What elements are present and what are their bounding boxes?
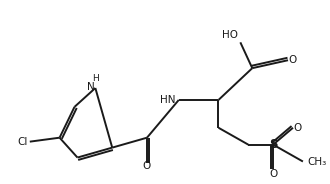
Text: S: S	[269, 138, 278, 151]
Text: N: N	[86, 82, 94, 92]
Text: O: O	[269, 169, 277, 179]
Text: HO: HO	[222, 30, 238, 40]
Text: H: H	[92, 74, 99, 83]
Text: O: O	[289, 55, 297, 65]
Text: O: O	[143, 162, 151, 171]
Text: HN: HN	[160, 95, 176, 105]
Text: Cl: Cl	[17, 137, 28, 147]
Text: O: O	[294, 123, 302, 133]
Text: CH₃: CH₃	[307, 157, 326, 167]
